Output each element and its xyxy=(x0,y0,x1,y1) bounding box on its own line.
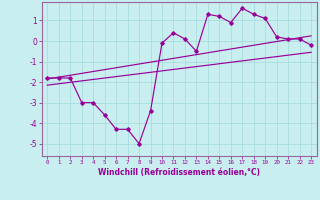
X-axis label: Windchill (Refroidissement éolien,°C): Windchill (Refroidissement éolien,°C) xyxy=(98,168,260,177)
